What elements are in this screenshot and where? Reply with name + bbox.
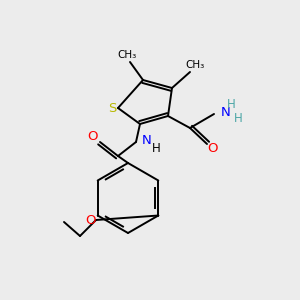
Text: H: H [152,142,161,154]
Text: H: H [234,112,243,124]
Text: CH₃: CH₃ [117,50,136,60]
Text: O: O [88,130,98,143]
Text: H: H [227,98,236,110]
Text: N: N [221,106,231,118]
Text: O: O [85,214,95,227]
Text: CH₃: CH₃ [185,60,205,70]
Text: O: O [208,142,218,154]
Text: S: S [108,103,116,116]
Text: N: N [142,134,152,146]
